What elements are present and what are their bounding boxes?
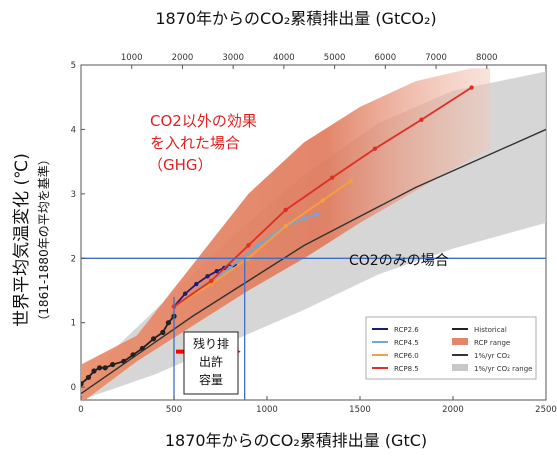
ghg-annotation-line-1: CO2以外の効果 [150, 112, 257, 130]
series-point-0-11 [165, 320, 172, 326]
top-axis-title: 1870年からのCO₂累積排出量 (GtCO₂) [155, 9, 436, 28]
series-point-0-1 [85, 374, 92, 381]
x-tick-label-4: 2000 [442, 405, 464, 415]
series-point-0-10 [160, 329, 166, 335]
series-line-5 [81, 128, 546, 395]
x-tick-label-1: 500 [166, 405, 182, 415]
series-group [81, 85, 546, 395]
series-point-0-2 [91, 368, 97, 374]
budget-label-line-2: 出許 [199, 355, 223, 369]
top-tick-label-7: 8000 [476, 53, 498, 63]
series-point-4-5 [372, 146, 378, 151]
legend-label-0: RCP2.6 [394, 326, 419, 334]
legend-label-7: 1%/yr CO₂ range [474, 365, 533, 373]
budget-label-box [183, 331, 239, 395]
series-point-4-2 [246, 243, 251, 248]
x-axis-title: 1870年からのCO₂累積排出量 (GtC) [165, 431, 427, 450]
series-point-4-7 [469, 85, 474, 90]
budget-label-line-3: 容量 [199, 372, 223, 387]
y-tick-label-5: 5 [71, 61, 76, 71]
series-point-2-3 [255, 243, 260, 248]
legend-label-2: RCP6.0 [394, 352, 419, 360]
rcp-range-band [81, 68, 491, 400]
y-tick-label-0: 0 [71, 383, 76, 393]
top-tick-label-3: 4000 [273, 53, 295, 63]
legend-label-6: 1%/yr CO₂ [474, 352, 510, 360]
series-point-1-4 [214, 268, 219, 274]
series-point-1-1 [182, 291, 188, 296]
legend-label-4: Historical [474, 326, 507, 334]
series-point-4-3 [283, 207, 288, 213]
legend-label-3: RCP8.5 [394, 365, 419, 373]
x-tick-label-0: 0 [78, 405, 83, 415]
series-point-4-4 [329, 175, 335, 180]
series-point-3-5 [348, 178, 353, 184]
series-point-0-0 [81, 381, 84, 387]
series-point-0-4 [102, 365, 108, 371]
series-point-2-2 [227, 265, 232, 271]
y-tick-label-3: 3 [71, 190, 76, 200]
series-point-4-1 [209, 278, 214, 284]
legend-swatch-7 [452, 364, 468, 371]
series-point-0-5 [110, 361, 116, 368]
ghg-annotation-line-3: （GHG） [148, 156, 213, 174]
series-point-2-6 [315, 212, 320, 217]
top-tick-label-0: 1000 [121, 53, 143, 63]
top-tick-label-5: 6000 [375, 53, 397, 63]
x-tick-label-5: 2500 [535, 405, 557, 415]
x-tick-label-2: 1000 [256, 405, 278, 415]
series-point-0-9 [150, 336, 157, 342]
y-tick-label-2: 2 [71, 254, 76, 264]
series-point-3-1 [209, 281, 214, 287]
series-point-4-6 [419, 117, 424, 122]
series-point-1-3 [205, 274, 210, 279]
ghg-annotation-line-2: を入れた場合 [150, 134, 240, 152]
series-point-3-3 [283, 223, 288, 229]
top-tick-label-6: 7000 [425, 53, 447, 63]
x-tick-label-3: 1500 [349, 405, 371, 415]
y-axis-subtitle: （1861-1880年の平均を基準） [36, 153, 51, 326]
y-axis-title: 世界平均気温変化 (℃) [12, 153, 32, 327]
legend-label-5: RCP range [474, 339, 510, 347]
series-line-3 [173, 180, 352, 308]
series-point-0-3 [97, 365, 103, 371]
y-tick-label-1: 1 [71, 319, 76, 329]
top-tick-label-4: 5000 [324, 53, 346, 63]
co2-only-annotation: CO2のみの場合 [349, 253, 449, 269]
bands-group [81, 68, 546, 400]
y-tick-label-4: 4 [71, 125, 76, 135]
series-point-2-5 [302, 216, 307, 221]
series-point-3-4 [320, 198, 325, 203]
top-tick-label-2: 3000 [222, 53, 244, 63]
top-tick-label-1: 2000 [172, 53, 194, 63]
legend-box [365, 316, 537, 380]
series-line-4 [173, 86, 473, 308]
series-point-1-2 [194, 281, 199, 287]
budget-label-line-1: 残り排 [193, 337, 229, 351]
plot-area: 0 500 1000 1500 2000 2500 0 1 2 3 4 5 1000 2000 3000 40… [71, 53, 557, 415]
legend-swatch-5 [452, 338, 468, 345]
legend-label-1: RCP4.5 [394, 339, 419, 347]
